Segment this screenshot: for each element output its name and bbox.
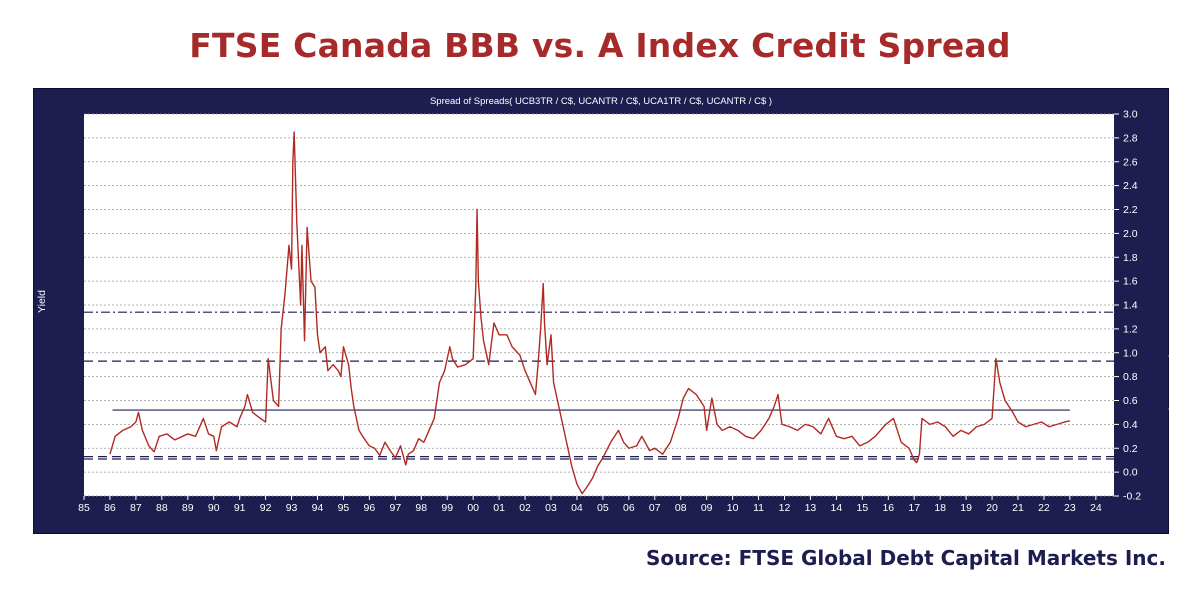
x-tick-label: 24 bbox=[1090, 502, 1102, 514]
y-tick-label: 1.6 bbox=[1123, 276, 1138, 288]
x-tick-label: 17 bbox=[908, 502, 920, 514]
y-tick-label: 2.2 bbox=[1123, 204, 1138, 216]
y-tick-label: 0.4 bbox=[1123, 419, 1138, 431]
chart-frame: Spread of Spreads( UCB3TR / C$, UCANTR /… bbox=[33, 88, 1180, 534]
x-tick-label: 01 bbox=[493, 502, 505, 514]
x-tick-label: 23 bbox=[1064, 502, 1076, 514]
chart-title: Spread of Spreads( UCB3TR / C$, UCANTR /… bbox=[429, 96, 773, 107]
x-tick-label: 05 bbox=[597, 502, 609, 514]
y-tick-label: 0.0 bbox=[1123, 467, 1138, 479]
x-tick-label: 09 bbox=[701, 502, 713, 514]
x-tick-label: 06 bbox=[623, 502, 635, 514]
x-tick-label: 91 bbox=[234, 502, 246, 514]
x-tick-label: 11 bbox=[753, 502, 764, 514]
x-tick-label: 89 bbox=[182, 502, 194, 514]
y-tick-label: 0.8 bbox=[1123, 371, 1138, 383]
y-tick-label: 1.2 bbox=[1123, 323, 1138, 335]
y-tick-label: 1.0 bbox=[1123, 347, 1138, 359]
y-tick-label: 1.8 bbox=[1123, 252, 1138, 264]
x-tick-label: 18 bbox=[934, 502, 946, 514]
page-title: FTSE Canada BBB vs. A Index Credit Sprea… bbox=[189, 26, 1011, 65]
x-tick-label: 92 bbox=[260, 502, 272, 514]
y-axis-right: -0.2 0.0 0.2 0.4 0.6 0.8 1.0 1.2 1.4 1.6 1.8 2.0 2.2… bbox=[1114, 109, 1141, 503]
x-tick-label: 94 bbox=[312, 502, 324, 514]
x-tick-label: 20 bbox=[986, 502, 998, 514]
y-tick-label: 2.4 bbox=[1123, 180, 1138, 192]
series-group bbox=[109, 131, 1071, 495]
x-tick-label: 07 bbox=[649, 502, 661, 514]
y-tick-label: 2.6 bbox=[1123, 156, 1138, 168]
x-tick-label: 88 bbox=[156, 502, 168, 514]
x-tick-label: 90 bbox=[208, 502, 220, 514]
x-tick-label: 21 bbox=[1012, 502, 1024, 514]
reference-lines bbox=[84, 311, 1114, 460]
x-tick-label: 12 bbox=[779, 502, 791, 514]
y-tick-label: 1.4 bbox=[1123, 300, 1138, 312]
y-tick-label: -0.2 bbox=[1123, 491, 1141, 503]
x-tick-label: 15 bbox=[856, 502, 868, 514]
x-tick-label: 13 bbox=[805, 502, 817, 514]
x-tick-label: 86 bbox=[104, 502, 116, 514]
x-tick-label: 98 bbox=[415, 502, 427, 514]
y-tick-label: 0.2 bbox=[1123, 443, 1138, 455]
y-tick-label: 0.6 bbox=[1123, 395, 1138, 407]
x-tick-label: 00 bbox=[467, 502, 479, 514]
x-tick-label: 03 bbox=[545, 502, 557, 514]
series-line bbox=[109, 131, 1071, 495]
x-tick-label: 02 bbox=[519, 502, 531, 514]
x-axis: 85 86 87 88 89 90 91 92 93 94 95 96 97 98 99 00 01 02 03 04… bbox=[78, 496, 1102, 514]
x-tick-label: 14 bbox=[831, 502, 843, 514]
x-tick-label: 08 bbox=[675, 502, 687, 514]
x-tick-label: 96 bbox=[364, 502, 376, 514]
x-tick-label: 95 bbox=[338, 502, 350, 514]
x-tick-label: 93 bbox=[286, 502, 298, 514]
x-tick-label: 10 bbox=[727, 502, 739, 514]
chart-plot: 85 86 87 88 89 90 91 92 93 94 95 96 97 98 99 00 01 02 03 04… bbox=[78, 109, 1141, 515]
y-tick-label: 2.8 bbox=[1123, 132, 1138, 144]
plot-area bbox=[84, 114, 1114, 496]
x-tick-label: 19 bbox=[960, 502, 972, 514]
y-tick-label: 2.0 bbox=[1123, 228, 1138, 240]
source-note: Source: FTSE Global Debt Capital Markets… bbox=[646, 546, 1166, 570]
x-tick-label: 22 bbox=[1038, 502, 1050, 514]
x-tick-label: 85 bbox=[78, 502, 90, 514]
x-tick-label: 87 bbox=[130, 502, 142, 514]
x-tick-label: 99 bbox=[441, 502, 453, 514]
x-tick-label: 16 bbox=[882, 502, 894, 514]
y-tick-label: 3.0 bbox=[1123, 109, 1138, 121]
x-tick-label: 04 bbox=[571, 502, 583, 514]
x-tick-label: 97 bbox=[389, 502, 401, 514]
